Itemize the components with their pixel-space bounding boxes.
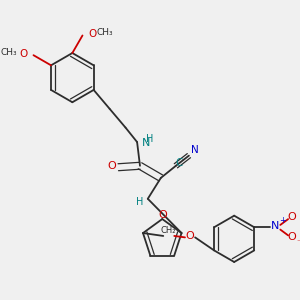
Text: O: O [287, 232, 296, 242]
Text: N: N [141, 139, 150, 148]
Text: O: O [19, 49, 28, 59]
Text: O: O [158, 210, 167, 220]
Text: CH₃: CH₃ [97, 28, 113, 37]
Text: O: O [107, 161, 116, 171]
Text: H: H [146, 134, 153, 144]
Text: O: O [88, 29, 97, 39]
Text: CH₂: CH₂ [161, 226, 176, 235]
Text: C: C [176, 158, 183, 169]
Text: ⁻: ⁻ [296, 238, 300, 247]
Text: H: H [136, 197, 143, 207]
Text: CH₃: CH₃ [1, 48, 17, 57]
Text: O: O [186, 231, 195, 241]
Text: N: N [191, 146, 199, 155]
Text: N: N [271, 221, 280, 231]
Text: +: + [279, 216, 286, 225]
Text: O: O [287, 212, 296, 222]
